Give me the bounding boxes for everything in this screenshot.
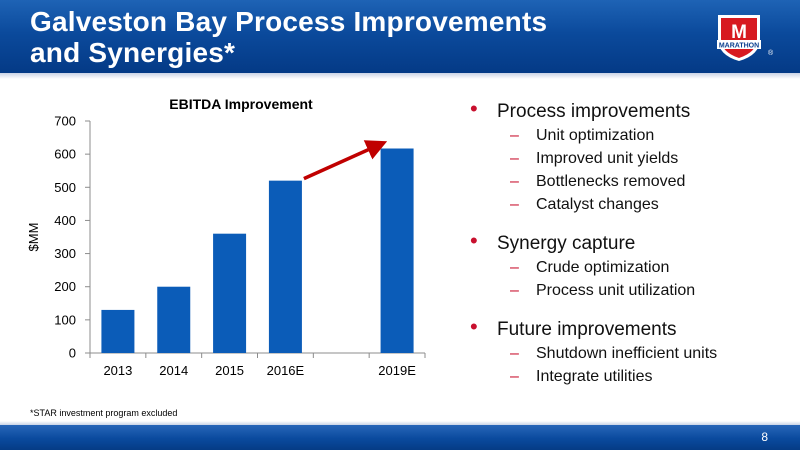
sub-bullet-label: Integrate utilities: [536, 368, 653, 385]
logo-mark: M: [731, 22, 747, 43]
sub-bullet-item: – Process unit utilization: [470, 279, 790, 302]
sub-bullet-item: – Bottlenecks removed: [470, 170, 790, 193]
sub-bullet-item: – Integrate utilities: [470, 365, 790, 388]
bullet-label: Synergy capture: [497, 233, 636, 254]
bullet-group: • Future improvements – Shutdown inefficien…: [470, 314, 790, 388]
sub-bullet-label: Improved unit yields: [536, 150, 679, 167]
page-number: 8: [761, 430, 768, 444]
footer-banner: 8: [0, 421, 800, 450]
growth-arrow: [303, 140, 388, 181]
x-tick-label: 2013: [103, 363, 132, 378]
marathon-logo-icon: M MARATHON: [717, 15, 761, 61]
header-banner: Galveston Bay Process Improvements and S…: [0, 0, 800, 79]
x-tick-label: 2019E: [378, 363, 416, 378]
bullet-dot-icon: •: [470, 96, 478, 121]
dash-icon: –: [510, 196, 519, 213]
marathon-logo: M MARATHON: [712, 13, 766, 63]
bullet-group: • Synergy capture – Crude optimization – Proc…: [470, 228, 790, 302]
y-tick-label: 200: [54, 279, 76, 294]
y-tick-label: 0: [69, 346, 76, 361]
bullet-item: • Process improvements: [470, 96, 790, 124]
sub-bullet-label: Unit optimization: [536, 127, 655, 144]
logo-text: MARATHON: [719, 43, 759, 50]
chart-title: EBITDA Improvement: [169, 96, 313, 112]
bullet-item: • Future improvements: [470, 314, 790, 342]
y-tick-label: 100: [54, 312, 76, 327]
dash-icon: –: [510, 259, 519, 276]
sub-bullet-label: Catalyst changes: [536, 196, 659, 213]
ebitda-bar-chart: EBITDA Improvement $MM 0 100 200 300 400 500 600…: [26, 96, 426, 378]
bar: [268, 180, 302, 353]
y-tick-label: 300: [54, 246, 76, 261]
y-tick-label: 600: [54, 147, 76, 162]
dash-icon: –: [510, 345, 519, 362]
bullet-label: Future improvements: [497, 319, 677, 340]
bar: [213, 233, 247, 353]
bullet-group: • Process improvements – Unit optimization –…: [470, 96, 790, 216]
sub-bullet-item: – Improved unit yields: [470, 147, 790, 170]
sub-bullet-label: Shutdown inefficient units: [536, 345, 718, 362]
y-tick-label: 700: [54, 114, 76, 129]
dash-icon: –: [510, 282, 519, 299]
dash-icon: –: [510, 368, 519, 385]
dash-icon: –: [510, 150, 519, 167]
sub-bullet-item: – Unit optimization: [470, 124, 790, 147]
x-tick-label: 2015: [215, 363, 244, 378]
dash-icon: –: [510, 127, 519, 144]
sub-bullet-label: Process unit utilization: [536, 282, 696, 299]
y-axis-label: $MM: [26, 223, 41, 252]
sub-bullet-item: – Crude optimization: [470, 256, 790, 279]
dash-icon: –: [510, 173, 519, 190]
y-tick-label: 500: [54, 180, 76, 195]
sub-bullet-label: Bottlenecks removed: [536, 173, 686, 190]
slide-title-line-2: and Synergies*: [30, 37, 236, 68]
bar: [101, 309, 135, 353]
footnote: *STAR investment program excluded: [30, 408, 178, 418]
registered-mark: ®: [768, 50, 774, 57]
slide-title: Galveston Bay Process Improvements and S…: [30, 6, 547, 68]
x-tick-label: 2014: [159, 363, 188, 378]
bullet-item: • Synergy capture: [470, 228, 790, 256]
slide-title-line-1: Galveston Bay Process Improvements: [30, 6, 548, 37]
bar: [380, 148, 414, 353]
bar: [157, 286, 191, 353]
bullet-list: • Process improvements – Unit optimization –…: [470, 96, 790, 404]
bullet-label: Process improvements: [497, 101, 691, 122]
sub-bullet-label: Crude optimization: [536, 259, 670, 276]
y-tick-label: 400: [54, 213, 76, 228]
sub-bullet-item: – Catalyst changes: [470, 193, 790, 216]
bullet-dot-icon: •: [470, 314, 478, 339]
bullet-dot-icon: •: [470, 228, 478, 253]
x-tick-label: 2016E: [267, 363, 305, 378]
sub-bullet-item: – Shutdown inefficient units: [470, 342, 790, 365]
